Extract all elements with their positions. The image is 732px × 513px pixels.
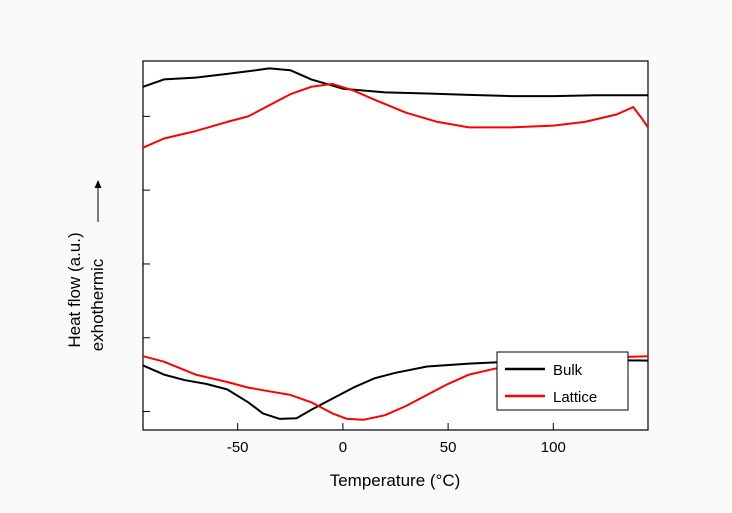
legend-label-lattice: Lattice [553, 389, 597, 406]
x-tick-label: 0 [339, 439, 347, 456]
x-tick-label: 100 [541, 439, 566, 456]
x-axis-title: Temperature (°C) [330, 471, 461, 490]
legend-label-bulk: Bulk [553, 362, 583, 379]
y-axis-subtitle: exhothermic [88, 258, 107, 351]
x-tick-label: -50 [227, 439, 249, 456]
legend-box [496, 351, 629, 411]
axis-ticks: -50 0 50 100 [143, 115, 566, 456]
series-line-lattice-upper [142, 82, 649, 149]
x-tick-label: 50 [440, 439, 457, 456]
y-axis-title: Heat flow (a.u.) [65, 232, 84, 347]
exothermic-arrow [94, 180, 102, 222]
